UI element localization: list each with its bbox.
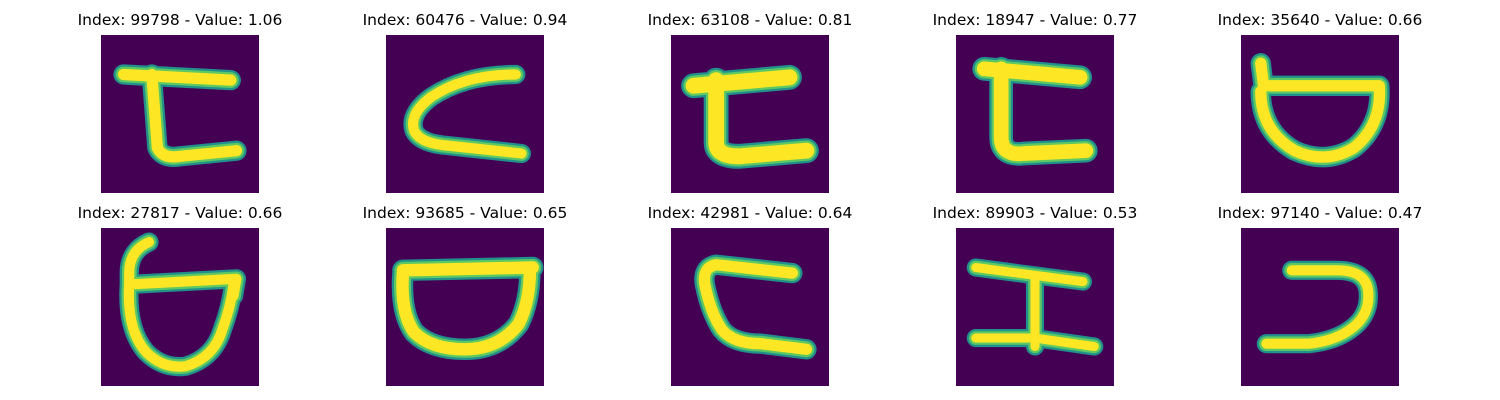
panel-title: Index: 27817 - Value: 0.66 [77,204,283,222]
glyph-image [1241,35,1399,193]
glyph-image [671,35,829,193]
panel-7: Index: 93685 - Value: 0.65 [315,204,615,394]
panel-8: Index: 42981 - Value: 0.64 [600,204,900,394]
glyph-image [386,35,544,193]
panel-title: Index: 89903 - Value: 0.53 [932,204,1138,222]
panel-3: Index: 63108 - Value: 0.81 [600,11,900,201]
glyph-image [101,35,259,193]
panel-title: Index: 63108 - Value: 0.81 [647,11,853,29]
panel-10: Index: 97140 - Value: 0.47 [1170,204,1470,394]
glyph-image [956,35,1114,193]
panel-title: Index: 99798 - Value: 1.06 [77,11,283,29]
panel-title: Index: 97140 - Value: 0.47 [1217,204,1423,222]
panel-5: Index: 35640 - Value: 0.66 [1170,11,1470,201]
panel-title: Index: 60476 - Value: 0.94 [362,11,568,29]
glyph-image [386,228,544,386]
glyph-image [1241,228,1399,386]
panel-1: Index: 99798 - Value: 1.06 [30,11,330,201]
glyph-image [956,228,1114,386]
glyph-image [101,228,259,386]
panel-title: Index: 35640 - Value: 0.66 [1217,11,1423,29]
panel-title: Index: 93685 - Value: 0.65 [362,204,568,222]
glyph-image [671,228,829,386]
panel-4: Index: 18947 - Value: 0.77 [885,11,1185,201]
panel-2: Index: 60476 - Value: 0.94 [315,11,615,201]
panel-9: Index: 89903 - Value: 0.53 [885,204,1185,394]
panel-title: Index: 18947 - Value: 0.77 [932,11,1138,29]
panel-6: Index: 27817 - Value: 0.66 [30,204,330,394]
panel-title: Index: 42981 - Value: 0.64 [647,204,853,222]
